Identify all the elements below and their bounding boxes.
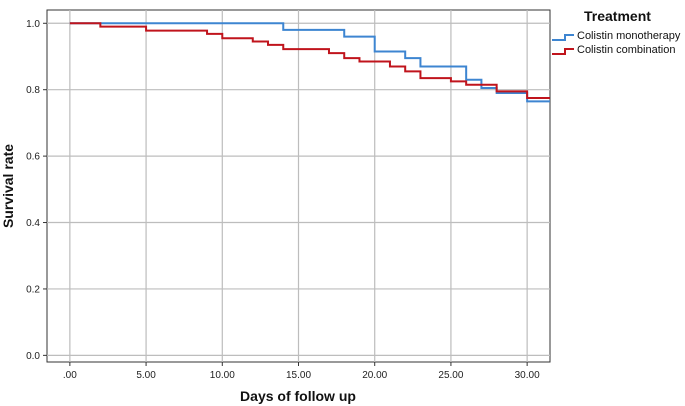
x-tick-label: 30.00 bbox=[515, 370, 540, 381]
x-tick-label: 15.00 bbox=[286, 370, 311, 381]
x-tick-label: 25.00 bbox=[438, 370, 463, 381]
legend-label: Colistin monotherapy bbox=[577, 30, 681, 42]
x-tick-label: 5.00 bbox=[136, 370, 156, 381]
y-tick-label: 0.2 bbox=[26, 284, 40, 295]
x-tick-label: 10.00 bbox=[210, 370, 235, 381]
x-axis-ticks: .00 5.00 10.00 15.00 20.00 25.00 30.00 bbox=[63, 362, 540, 381]
legend-swatch bbox=[552, 48, 574, 55]
x-tick-label: .00 bbox=[63, 370, 77, 381]
y-tick-label: 0.4 bbox=[26, 218, 40, 229]
legend-swatch bbox=[552, 34, 574, 41]
y-tick-label: 0.6 bbox=[26, 152, 40, 163]
series-lines bbox=[69, 22, 550, 103]
x-tick-label: 20.00 bbox=[362, 370, 387, 381]
legend: Treatment Colistin monotherapy Colistin c… bbox=[552, 8, 681, 56]
x-axis-title: Days of follow up bbox=[240, 388, 356, 404]
y-tick-label: 0.8 bbox=[26, 85, 40, 96]
y-tick-label: 1.0 bbox=[26, 19, 40, 30]
series-line bbox=[69, 22, 550, 99]
y-tick-label: 0.0 bbox=[26, 351, 40, 362]
legend-title: Treatment bbox=[584, 8, 651, 24]
y-axis-title: Survival rate bbox=[0, 144, 16, 228]
legend-label: Colistin combination bbox=[577, 44, 675, 56]
y-axis-ticks: 0.0 0.2 0.4 0.6 0.8 1.0 bbox=[26, 19, 47, 362]
